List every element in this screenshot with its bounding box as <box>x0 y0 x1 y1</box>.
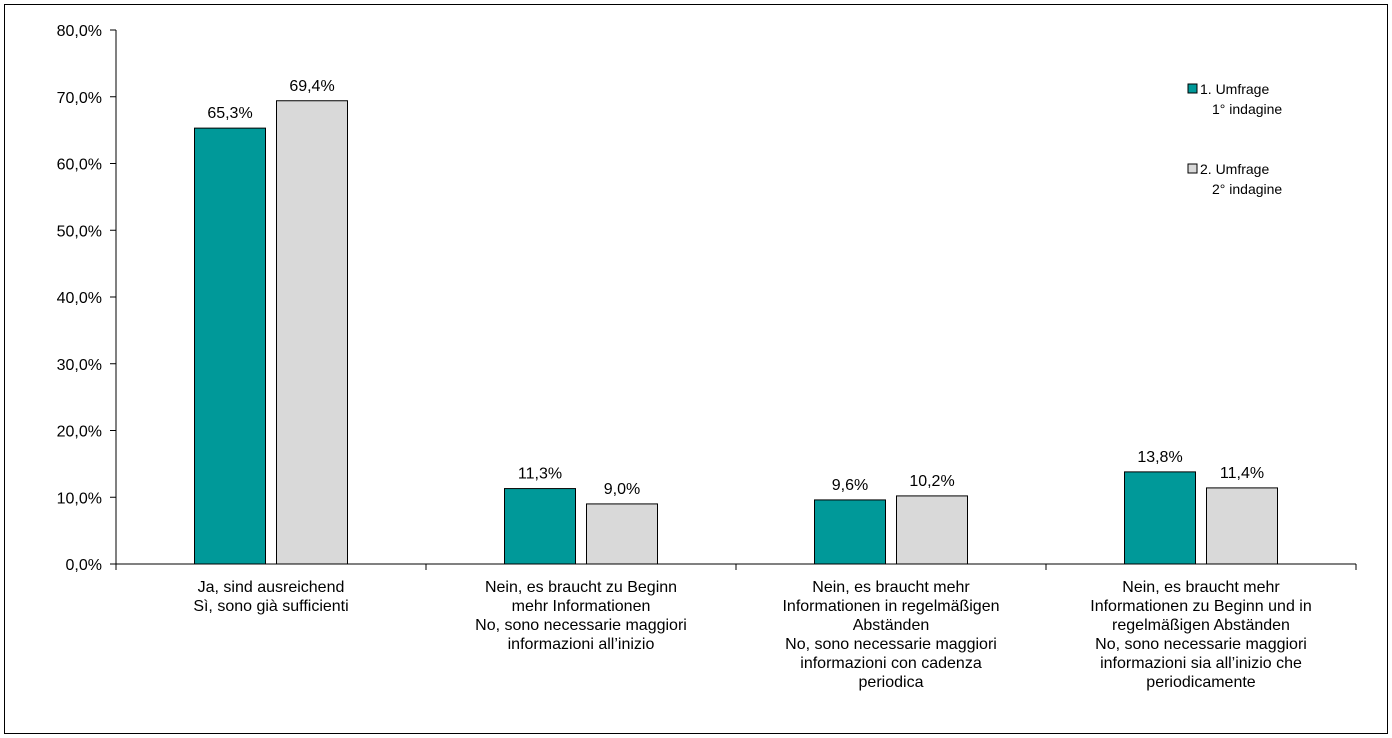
category-label-line: Nein, es braucht zu Beginn <box>485 579 677 596</box>
category-label-line: Nein, es braucht mehr <box>1122 579 1280 596</box>
data-label: 13,8% <box>1137 449 1182 466</box>
legend-swatch <box>1187 83 1198 94</box>
data-label: 11,3% <box>518 466 562 483</box>
category-label: Ja, sind ausreichend Sì, sono già suffici… <box>193 579 348 615</box>
category-label-line: Ja, sind ausreichend <box>198 579 345 596</box>
data-label: 9,0% <box>604 481 640 498</box>
category-label-line: Informationen zu Beginn und in <box>1090 598 1311 615</box>
bar <box>276 100 348 565</box>
bar <box>194 127 266 565</box>
category-label-line: periodicamente <box>1146 674 1256 691</box>
category-label-line: Sì, sono già sufficienti <box>193 598 348 615</box>
data-label: 11,4% <box>1220 465 1264 482</box>
bar <box>504 488 576 565</box>
category-label-line: periodica <box>859 674 924 691</box>
legend-label-line: 2° indagine <box>1212 181 1282 197</box>
category-label-line: mehr Informationen <box>512 598 651 615</box>
category-label-line: Nein, es braucht mehr <box>812 579 970 596</box>
data-label: 65,3% <box>207 105 252 122</box>
y-tick-label: 0,0% <box>66 557 102 574</box>
bar <box>1124 471 1196 565</box>
y-tick-label: 20,0% <box>57 424 102 441</box>
legend-label-line: 2. Umfrage <box>1200 161 1269 177</box>
legend-label: 1. Umfrage 1° indagine <box>1200 81 1282 117</box>
data-label: 69,4% <box>289 78 334 95</box>
y-tick-label: 80,0% <box>57 23 102 40</box>
data-label: 9,6% <box>832 477 868 494</box>
bar <box>896 495 968 565</box>
category-label-line: informazioni all’inizio <box>508 636 655 653</box>
y-tick-label: 70,0% <box>57 90 102 107</box>
category-label-line: No, sono necessarie maggiori <box>475 617 687 634</box>
category-label-line: regelmäßigen Abständen <box>1112 617 1290 634</box>
y-tick-label: 50,0% <box>57 223 102 240</box>
category-label-line: No, sono necessarie maggiori <box>1095 636 1307 653</box>
bar <box>814 499 886 565</box>
y-tick-label: 10,0% <box>57 490 102 507</box>
category-label-line: informazioni sia all’inizio che <box>1100 655 1302 672</box>
category-label: Nein, es braucht mehr Informationen in re… <box>782 579 999 691</box>
category-label-line: informazioni con cadenza <box>800 655 982 672</box>
bar <box>1206 487 1278 565</box>
category-label-line: No, sono necessarie maggiori <box>785 636 997 653</box>
legend-label: 2. Umfrage 2° indagine <box>1200 161 1282 197</box>
bar <box>586 503 658 565</box>
category-label: Nein, es braucht zu Beginn mehr Informati… <box>475 579 687 653</box>
legend-label-line: 1° indagine <box>1212 101 1282 117</box>
y-tick-label: 60,0% <box>57 157 102 174</box>
data-label: 10,2% <box>909 473 954 490</box>
y-tick-label: 30,0% <box>57 357 102 374</box>
category-label: Nein, es braucht mehr Informationen zu Be… <box>1090 579 1311 691</box>
category-label-line: Abständen <box>853 617 930 634</box>
y-tick-label: 40,0% <box>57 290 102 307</box>
legend-label-line: 1. Umfrage <box>1200 81 1269 97</box>
legend-swatch <box>1187 163 1198 174</box>
category-label-line: Informationen in regelmäßigen <box>782 598 999 615</box>
